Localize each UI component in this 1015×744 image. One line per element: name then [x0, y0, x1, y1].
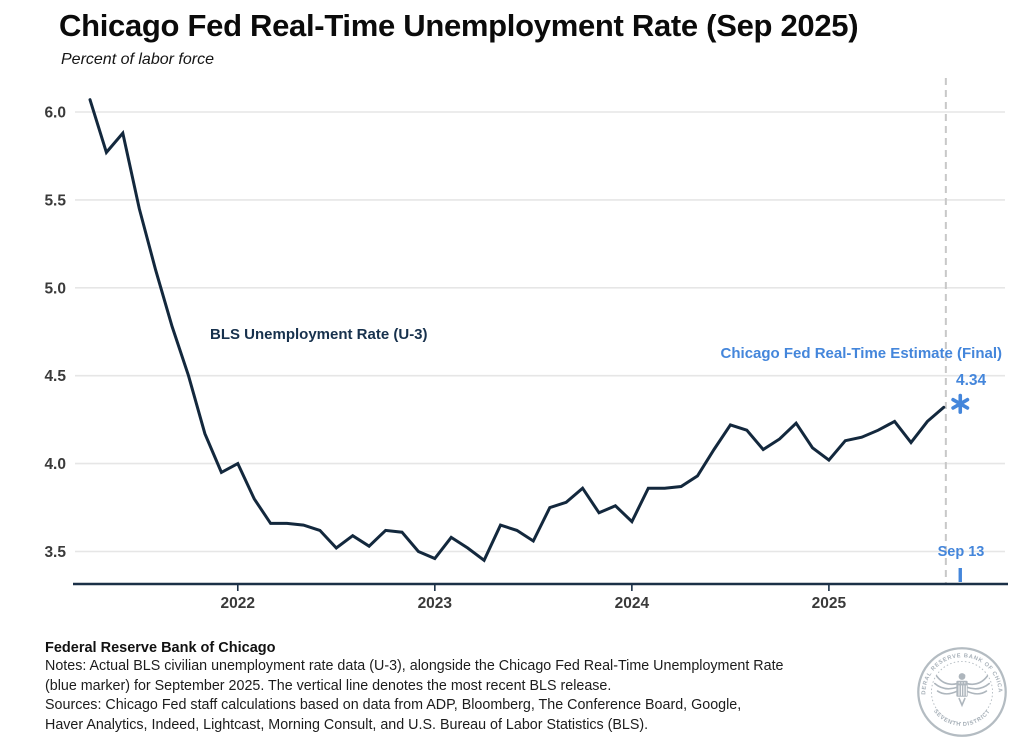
y-tick-label: 3.5	[44, 544, 66, 561]
asterisk-spoke	[951, 397, 970, 410]
chart-subtitle: Percent of labor force	[61, 51, 214, 68]
x-tick-label: 2025	[812, 595, 847, 612]
footer-notes: Notes: Actual BLS civilian unemployment …	[45, 658, 784, 694]
y-tick-label: 4.5	[44, 368, 66, 385]
y-tick-label: 5.5	[44, 192, 66, 209]
estimate-value-label: 4.34	[956, 372, 987, 389]
estimate-series-label: Chicago Fed Real-Time Estimate (Final)	[720, 345, 1002, 362]
y-tick-label: 5.0	[44, 280, 66, 297]
chicago-fed-seal-icon: FEDERAL RESERVE BANK OF CHICAGO SEVENTH …	[915, 645, 1007, 737]
footer-sources: Sources: Chicago Fed staff calculations …	[45, 697, 742, 733]
bls-series-label: BLS Unemployment Rate (U-3)	[210, 326, 428, 343]
y-tick-label: 6.0	[44, 105, 66, 122]
release-date-label: Sep 13	[937, 544, 985, 560]
page-title: Chicago Fed Real-Time Unemployment Rate …	[59, 8, 859, 43]
y-tick-label: 4.0	[44, 456, 66, 473]
estimate-asterisk-marker	[951, 393, 970, 414]
footer-org-name: Federal Reserve Bank of Chicago	[45, 640, 276, 656]
footer: Federal Reserve Bank of Chicago Notes: A…	[45, 640, 905, 735]
bls-unemployment-line	[88, 98, 946, 563]
x-tick-label: 2024	[615, 595, 650, 612]
seal-eagle-icon	[933, 675, 991, 708]
x-tick-label: 2022	[221, 595, 255, 612]
x-tick-label: 2023	[418, 595, 453, 612]
